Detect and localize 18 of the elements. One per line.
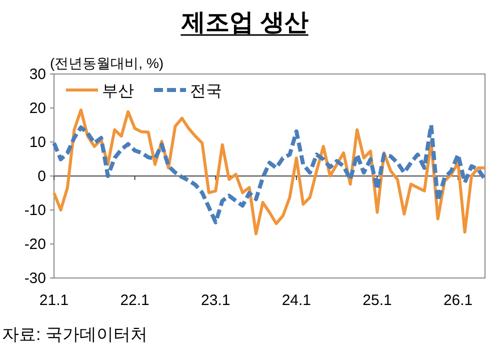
y-tick-label: -30 [24,270,46,287]
y-tick-label: 10 [29,134,46,151]
legend-label: 전국 [190,83,222,100]
y-tick-label: 0 [38,168,46,185]
x-tick-label: 21.1 [39,292,69,309]
y-tick-label: 30 [29,66,46,83]
x-tick-label: 26.1 [443,292,473,309]
x-tick-label: 24.1 [282,292,312,309]
x-tick-label: 23.1 [201,292,230,309]
text: 자료: 국가데이터처 [2,325,148,344]
y-tick-label: -20 [24,236,46,253]
x-tick-label: 22.1 [120,292,150,309]
y-axis-title: (전년동월대비, %) [50,55,164,71]
y-tick-label: -10 [24,202,46,219]
x-tick-label: 25.1 [362,292,392,309]
y-tick-label: 20 [29,100,46,117]
chart-title: 제조업 생산 [180,9,308,36]
legend-label: 부산 [102,83,134,100]
